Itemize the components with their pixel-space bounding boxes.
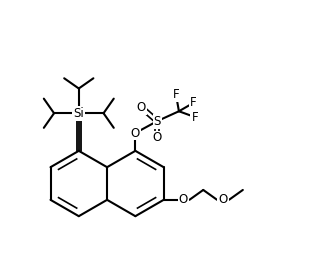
Text: O: O xyxy=(131,126,140,140)
Text: F: F xyxy=(191,110,198,123)
Text: O: O xyxy=(137,101,146,114)
Text: O: O xyxy=(152,131,162,144)
Text: Si: Si xyxy=(73,107,84,120)
Text: F: F xyxy=(173,88,179,101)
Text: O: O xyxy=(218,193,228,206)
Text: S: S xyxy=(153,115,161,128)
Text: O: O xyxy=(179,193,188,206)
Text: F: F xyxy=(190,96,197,109)
